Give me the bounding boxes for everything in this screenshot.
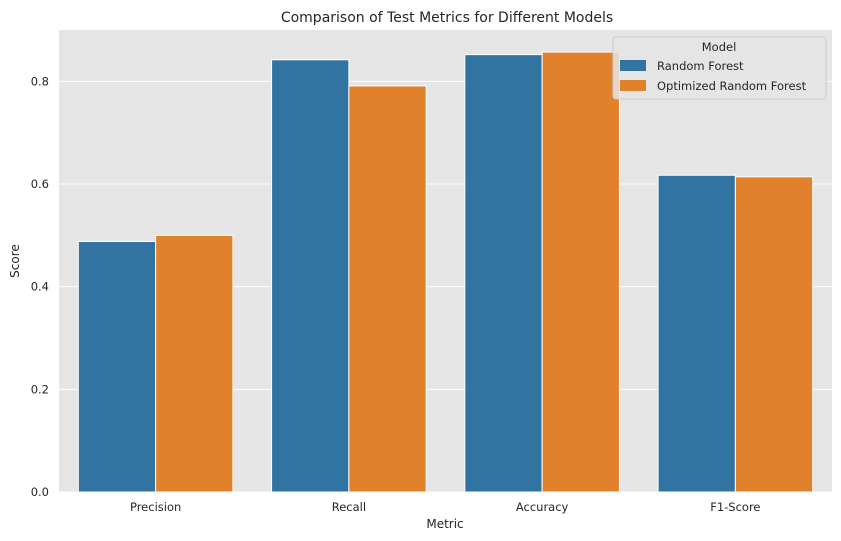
- legend-swatch: [620, 60, 646, 71]
- y-tick-label: 0.0: [31, 485, 49, 499]
- bar-f1-score-0: [657, 174, 736, 493]
- x-tick-label: Precision: [130, 500, 181, 514]
- bar-precision-1: [155, 234, 234, 493]
- y-tick-label: 0.4: [31, 280, 49, 294]
- bar-recall-1: [348, 85, 427, 493]
- x-tick-label: Recall: [332, 500, 366, 514]
- y-tick-label: 0.8: [31, 74, 49, 88]
- x-axis-label: Metric: [426, 517, 463, 531]
- legend-box: [612, 36, 827, 100]
- bar-accuracy-0: [464, 54, 543, 493]
- legend-label: Random Forest: [657, 59, 744, 73]
- bar-accuracy-1: [541, 51, 620, 493]
- y-tick-label: 0.6: [31, 177, 49, 191]
- y-axis-label: Score: [8, 244, 22, 278]
- y-axis-ticks: 0.0 0.2 0.4 0.6 0.8: [31, 74, 49, 499]
- x-tick-label: F1-Score: [710, 500, 760, 514]
- x-axis-ticks: Precision Recall Accuracy F1-Score: [130, 500, 761, 514]
- bar-precision-0: [77, 240, 157, 493]
- y-tick-label: 0.2: [31, 382, 49, 396]
- bar-f1-score-1: [734, 176, 814, 493]
- legend-label: Optimized Random Forest: [657, 79, 807, 93]
- bar-recall-0: [271, 59, 350, 493]
- bars: [77, 51, 814, 493]
- legend-swatch: [620, 80, 646, 91]
- chart-title: Comparison of Test Metrics for Different…: [281, 10, 613, 26]
- x-tick-label: Accuracy: [516, 500, 569, 514]
- legend: Model Random Forest Optimized Random Fore…: [612, 36, 827, 100]
- legend-title: Model: [702, 40, 737, 54]
